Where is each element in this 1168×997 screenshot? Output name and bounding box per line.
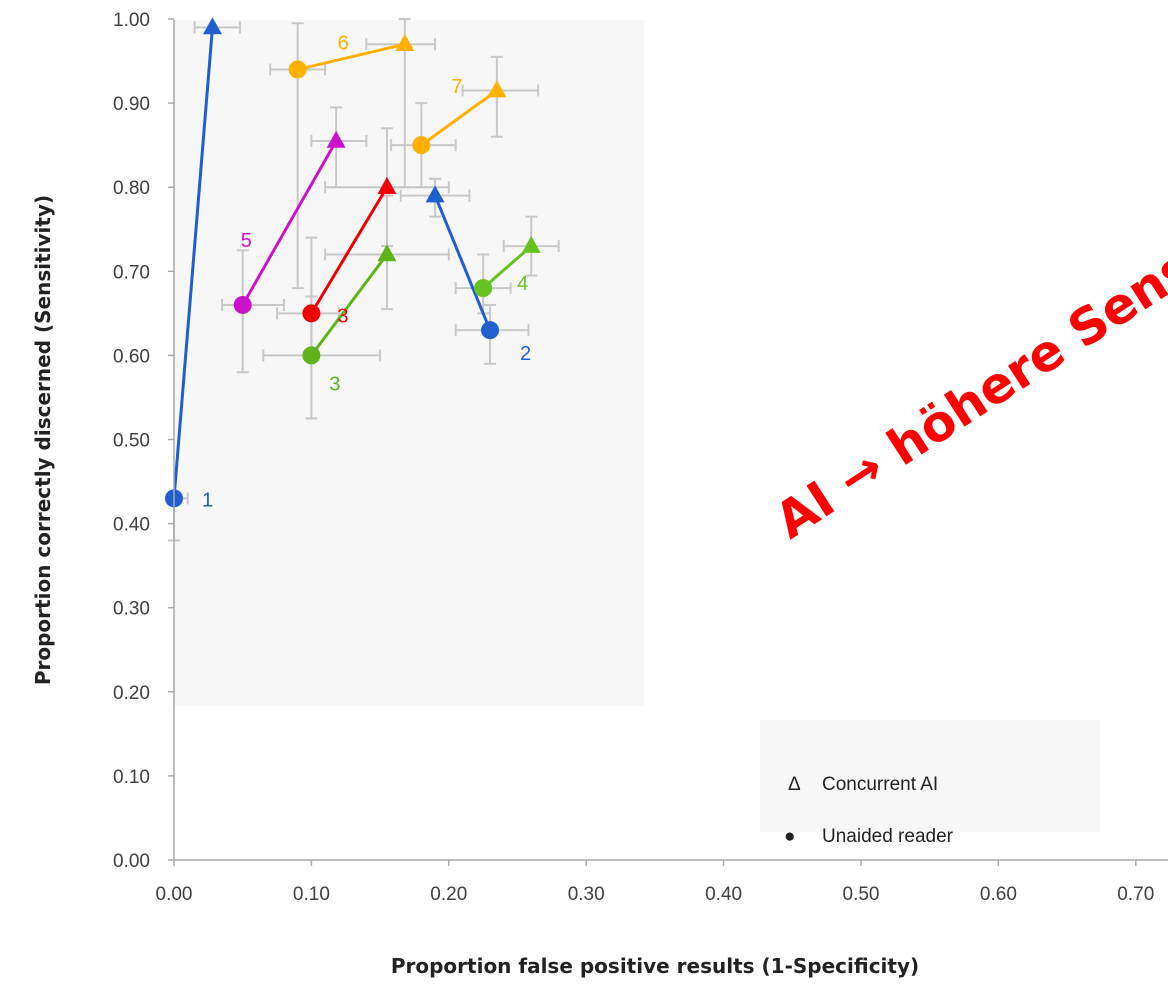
legend-box — [760, 720, 1100, 832]
point-label: 1 — [202, 489, 213, 511]
marker-ai — [487, 80, 507, 98]
marker-ai — [521, 235, 541, 253]
marker-ai — [377, 244, 397, 262]
y-tick-label: 0.20 — [113, 683, 150, 704]
y-tick-labels: 0.00 0.10 0.20 0.30 0.40 0.50 0.60 0.70 0.80 0.90… — [113, 10, 174, 872]
x-axis-title: Proportion false positive results (1-Spe… — [391, 954, 919, 978]
y-tick-label: 0.60 — [113, 346, 150, 367]
marker-unaided — [302, 346, 321, 365]
point-labels: 1 2 3 3 4 5 6 7 — [202, 32, 531, 511]
y-tick-label: 1.00 — [113, 10, 150, 31]
point-label: 5 — [241, 230, 252, 252]
legend: Δ Concurrent AI ● Unaided reader — [784, 774, 954, 847]
marker-unaided — [481, 321, 500, 340]
series-line — [433, 195, 492, 331]
marker-ai — [326, 130, 346, 148]
x-tick-label: 0.20 — [430, 884, 467, 905]
series-line — [310, 186, 389, 315]
series-line — [420, 89, 498, 147]
y-tick-label: 0.50 — [113, 431, 150, 452]
point-label: 4 — [517, 273, 528, 295]
annotation: AI → höhere Sensi Sp — [765, 179, 1168, 550]
legend-symbol-ai: Δ — [788, 774, 801, 795]
point-label: 6 — [338, 32, 349, 54]
series-lines — [172, 27, 533, 499]
y-tick-label: 0.30 — [113, 599, 150, 620]
y-tick-label: 0.80 — [113, 178, 150, 199]
marker-unaided — [474, 279, 493, 298]
marker-ai — [425, 185, 445, 203]
legend-label-unaided: Unaided reader — [822, 826, 954, 847]
marker-ai — [202, 17, 222, 35]
plot-background — [174, 20, 644, 706]
y-tick-label: 0.10 — [113, 767, 150, 788]
y-tick-label: 0.90 — [113, 94, 150, 115]
x-tick-label: 0.30 — [568, 884, 605, 905]
series-line — [310, 253, 389, 357]
series-line — [241, 140, 338, 306]
y-tick-label: 0.70 — [113, 262, 150, 283]
marker-unaided — [302, 304, 321, 323]
x-tick-labels: 0.00 0.10 0.20 0.30 0.40 0.50 0.60 0.70 — [156, 860, 1154, 905]
marker-unaided — [233, 295, 252, 314]
x-tick-label: 0.50 — [843, 884, 880, 905]
x-tick-label: 0.00 — [156, 884, 193, 905]
point-label: 2 — [520, 343, 531, 365]
point-label: 7 — [451, 76, 462, 98]
y-tick-label: 0.00 — [113, 851, 150, 872]
y-tick-label: 0.40 — [113, 515, 150, 536]
legend-label-ai: Concurrent AI — [822, 774, 938, 795]
annotation-text: AI → höhere Sensi Sp — [765, 179, 1168, 550]
markers — [165, 17, 541, 508]
series-line — [482, 244, 533, 290]
marker-ai — [377, 177, 397, 194]
marker-unaided — [288, 60, 307, 79]
legend-symbol-unaided: ● — [784, 826, 795, 847]
series-line — [297, 42, 406, 71]
point-label: 3 — [337, 305, 348, 327]
y-axis-title: Proportion correctly discerned (Sensitiv… — [31, 195, 55, 685]
marker-ai — [395, 34, 415, 52]
point-label: 3 — [329, 373, 340, 395]
x-tick-label: 0.60 — [980, 884, 1017, 905]
x-tick-label: 0.40 — [705, 884, 742, 905]
x-tick-label: 0.70 — [1117, 884, 1154, 905]
marker-unaided — [412, 136, 431, 155]
x-tick-label: 0.10 — [293, 884, 330, 905]
series-line — [172, 27, 214, 499]
